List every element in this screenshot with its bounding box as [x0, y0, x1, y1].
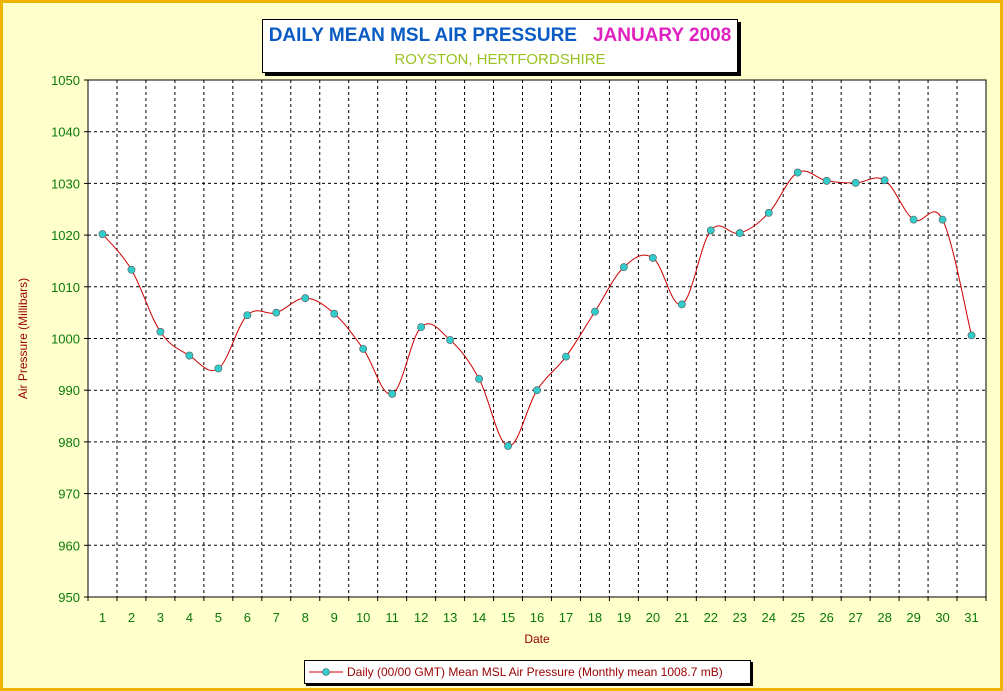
x-tick-label: 8	[302, 610, 309, 625]
x-tick-label: 27	[848, 610, 862, 625]
data-point	[214, 364, 223, 373]
data-point	[793, 168, 802, 177]
x-tick-label: 4	[186, 610, 193, 625]
x-tick-label: 13	[443, 610, 457, 625]
legend: Daily (00/00 GMT) Mean MSL Air Pressure …	[304, 660, 751, 684]
data-point	[851, 178, 860, 187]
x-tick-label: 19	[617, 610, 631, 625]
x-tick-label: 21	[675, 610, 689, 625]
x-tick-label: 15	[501, 610, 515, 625]
x-tick-label: 18	[588, 610, 602, 625]
data-point	[735, 229, 744, 237]
x-tick-label: 17	[559, 610, 573, 625]
data-point	[909, 215, 918, 224]
x-tick-label: 1	[99, 610, 106, 625]
data-point	[822, 176, 831, 185]
data-point	[359, 344, 368, 353]
x-tick-label: 31	[964, 610, 978, 625]
series-markers	[98, 168, 976, 450]
chart-title-main: DAILY MEAN MSL AIR PRESSURE	[268, 25, 577, 46]
data-point	[127, 265, 136, 274]
data-point	[185, 351, 194, 360]
data-point	[272, 308, 281, 317]
y-tick-label: 1040	[51, 125, 80, 140]
chart-title-box: DAILY MEAN MSL AIR PRESSURE JANUARY 2008 …	[262, 19, 738, 73]
x-tick-label: 22	[704, 610, 718, 625]
data-point	[388, 389, 397, 398]
chart-subtitle: ROYSTON, HERTFORDSHIRE	[394, 51, 606, 68]
x-tick-label: 9	[331, 610, 338, 625]
x-tick-label: 20	[646, 610, 660, 625]
x-axis-ticks: 1 2 3 4 5 6 7 8 9 10 11 12 13 14 15 16 17 18 19 20 21 22 23 24 2…	[99, 610, 979, 625]
x-tick-label: 2	[128, 610, 135, 625]
x-tick-label: 6	[244, 610, 251, 625]
legend-swatch	[309, 668, 343, 676]
x-tick-label: 29	[906, 610, 920, 625]
x-tick-label: 30	[935, 610, 949, 625]
data-point	[648, 253, 657, 262]
y-tick-label: 1020	[51, 228, 80, 243]
x-tick-label: 28	[877, 610, 891, 625]
data-point	[475, 374, 483, 383]
y-axis-title: Air Pressure (Millibars)	[16, 278, 30, 399]
y-tick-label: 1000	[51, 332, 80, 347]
chart-title: DAILY MEAN MSL AIR PRESSURE JANUARY 2008	[263, 25, 737, 47]
data-point	[504, 442, 512, 450]
y-tick-label: 1030	[51, 176, 80, 191]
data-point	[301, 294, 310, 303]
x-axis-title: Date	[524, 632, 550, 646]
x-tick-label: 16	[530, 610, 544, 625]
y-tick-label: 1010	[51, 280, 80, 295]
data-point	[967, 331, 976, 340]
data-point	[880, 176, 889, 185]
data-point	[764, 208, 773, 217]
x-tick-label: 3	[157, 610, 164, 625]
data-point	[938, 215, 947, 224]
data-point	[98, 230, 107, 238]
y-tick-label: 970	[58, 487, 80, 502]
data-point	[562, 352, 570, 361]
legend-label: Daily (00/00 GMT) Mean MSL Air Pressure …	[347, 665, 723, 679]
data-point	[243, 311, 252, 320]
x-tick-label: 10	[356, 610, 370, 625]
x-tick-label: 7	[273, 610, 280, 625]
x-tick-label: 23	[733, 610, 747, 625]
x-tick-label: 5	[215, 610, 222, 625]
data-point	[446, 336, 454, 344]
y-tick-label: 960	[58, 538, 80, 553]
x-tick-label: 14	[472, 610, 486, 625]
x-tick-label: 11	[385, 610, 399, 625]
data-point	[156, 327, 165, 336]
data-point	[620, 263, 628, 272]
data-point	[706, 226, 715, 235]
y-tick-label: 1050	[51, 73, 80, 88]
y-tick-label: 980	[58, 435, 80, 450]
x-tick-label: 24	[762, 610, 776, 625]
y-tick-label: 950	[58, 590, 80, 605]
x-tick-label: 26	[819, 610, 833, 625]
data-point	[591, 307, 599, 316]
data-point	[330, 309, 339, 318]
chart-title-month: JANUARY 2008	[592, 25, 732, 46]
data-point	[417, 323, 426, 332]
grid-lines	[84, 79, 987, 601]
plot-area	[87, 79, 987, 598]
x-tick-label: 12	[414, 610, 428, 625]
data-point	[677, 300, 686, 309]
y-tick-label: 990	[58, 383, 80, 398]
y-axis-ticks: 950 960 970 980 990 1000 1010 1020 1030 1040 1050	[51, 73, 80, 605]
data-point	[533, 386, 541, 395]
x-tick-label: 25	[790, 610, 804, 625]
